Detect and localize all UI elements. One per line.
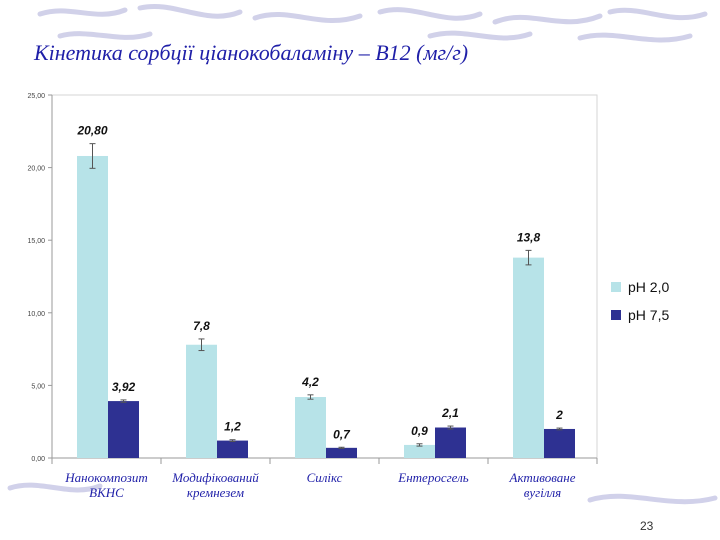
bar bbox=[186, 344, 217, 458]
bar bbox=[108, 401, 139, 458]
bar bbox=[326, 447, 357, 458]
legend-label: pH 7,5 bbox=[628, 307, 669, 323]
y-tick-label: 15,00 bbox=[27, 238, 45, 245]
x-tick-label: Модифікований bbox=[171, 470, 259, 485]
data-label: 1,2 bbox=[224, 420, 241, 434]
page-number: 23 bbox=[640, 519, 654, 533]
y-tick-label: 20,00 bbox=[27, 166, 45, 173]
data-label: 7,8 bbox=[193, 319, 210, 333]
data-label: 0,7 bbox=[333, 427, 351, 441]
bar bbox=[435, 427, 466, 458]
x-tick-label: Ентеросгель bbox=[397, 470, 469, 485]
legend-swatch bbox=[611, 282, 621, 292]
data-label: 0,9 bbox=[411, 424, 428, 438]
bar bbox=[404, 444, 435, 458]
x-tick-label: ВКНС bbox=[89, 485, 124, 500]
data-label: 4,2 bbox=[301, 375, 319, 389]
x-tick-label: вугілля bbox=[524, 485, 561, 500]
y-tick-label: 0,00 bbox=[31, 456, 45, 463]
data-label: 13,8 bbox=[517, 230, 541, 244]
slide-title: Кінетика сорбції ціанокобаламіну – В12 (… bbox=[34, 40, 469, 65]
y-tick-label: 5,00 bbox=[31, 383, 45, 390]
data-label: 2 bbox=[555, 408, 563, 422]
x-tick-label: кремнезем bbox=[187, 485, 244, 500]
y-tick-label: 10,00 bbox=[27, 311, 45, 318]
bar bbox=[513, 257, 544, 458]
bar-chart: 0,00 5,00 10,00 15,00 20,00 25,00 20,80 7,8 4,2 0… bbox=[27, 93, 669, 500]
data-label: 3,92 bbox=[112, 380, 136, 394]
data-label: 2,1 bbox=[441, 406, 459, 420]
legend-label: pH 2,0 bbox=[628, 279, 669, 295]
y-tick-label: 25,00 bbox=[27, 93, 45, 100]
x-tick-label: Активоване bbox=[509, 470, 576, 485]
bar bbox=[295, 397, 326, 458]
bar bbox=[217, 440, 248, 458]
x-tick-label: Нанокомпозит bbox=[64, 470, 148, 485]
legend-swatch bbox=[611, 310, 621, 320]
bar bbox=[77, 155, 108, 458]
bar bbox=[544, 428, 575, 458]
data-label: 20,80 bbox=[76, 124, 107, 138]
x-tick-label: Силікс bbox=[307, 470, 343, 485]
